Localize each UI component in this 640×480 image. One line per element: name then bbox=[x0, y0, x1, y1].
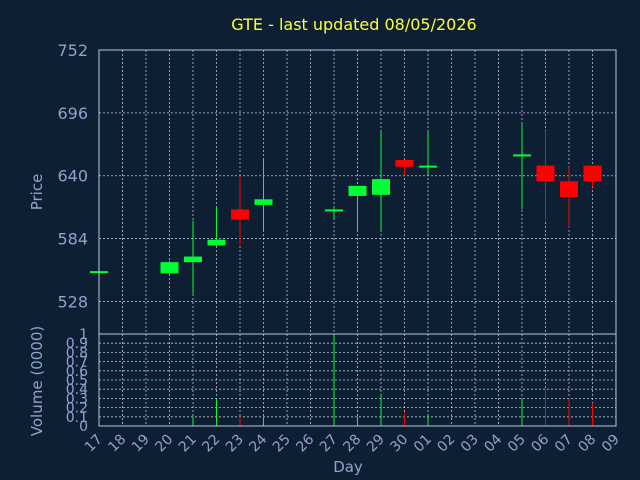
volume-tick-label: 0.3 bbox=[66, 391, 88, 407]
candle-body bbox=[513, 154, 531, 157]
candle-body bbox=[160, 262, 179, 274]
volume-tick-label: 0.7 bbox=[66, 355, 88, 371]
volume-tick-label: 0.4 bbox=[66, 382, 88, 398]
day-tick-label: 24 bbox=[246, 431, 270, 455]
volume-panel-frame bbox=[98, 333, 617, 427]
day-tick-label: 26 bbox=[293, 431, 317, 455]
day-tick-label: 18 bbox=[105, 432, 129, 456]
candlesticks bbox=[90, 124, 602, 294]
day-tick-label: 28 bbox=[340, 432, 364, 456]
volume-tick-label: 0.6 bbox=[66, 364, 88, 380]
day-tick-label: 09 bbox=[599, 432, 623, 456]
day-tick-label: 04 bbox=[481, 431, 505, 455]
price-tick-labels: 528 584 640 696 752 bbox=[57, 41, 88, 311]
day-tick-label: 08 bbox=[575, 432, 599, 456]
day-tick-label: 07 bbox=[552, 432, 576, 456]
day-tick-label: 27 bbox=[317, 432, 341, 456]
day-tick-label: 20 bbox=[152, 432, 176, 456]
volume-tick-label: 0.1 bbox=[66, 410, 88, 426]
day-tick-label: 29 bbox=[364, 432, 388, 456]
candle-body bbox=[536, 165, 555, 182]
day-tick-labels: 17 18 19 20 21 22 23 24 25 26 27 28 29 30 01 02 03 04 05 06… bbox=[82, 431, 623, 455]
volume-tick-label: 0.2 bbox=[66, 401, 88, 417]
volume-axis-label: Volume (0000) bbox=[28, 326, 46, 436]
candle-body bbox=[207, 239, 226, 246]
candle-body bbox=[184, 256, 202, 263]
day-tick-label: 17 bbox=[82, 432, 106, 456]
price-tick-label: 528 bbox=[57, 292, 88, 311]
volume-bars bbox=[192, 334, 593, 426]
day-tick-label: 23 bbox=[223, 432, 247, 456]
day-tick-label: 03 bbox=[458, 432, 482, 456]
volume-tick-label: 1 bbox=[79, 327, 88, 343]
volume-grid bbox=[98, 333, 617, 427]
day-tick-label: 21 bbox=[176, 432, 200, 456]
day-tick-label: 06 bbox=[528, 431, 552, 455]
candle-body bbox=[560, 181, 578, 198]
volume-tick-label: 0 bbox=[79, 419, 88, 435]
day-tick-label: 22 bbox=[199, 432, 223, 456]
candle-body bbox=[395, 160, 414, 167]
candle-body bbox=[325, 209, 343, 212]
volume-tick-label: 0.9 bbox=[66, 336, 88, 352]
volume-tick-label: 0.8 bbox=[66, 345, 88, 361]
price-axis-label: Price bbox=[28, 174, 46, 211]
day-tick-label: 19 bbox=[129, 432, 153, 456]
volume-tick-labels: 00.10.20.30.40.50.60.70.80.91 bbox=[66, 327, 88, 435]
candle-body bbox=[583, 165, 602, 182]
candle-body bbox=[231, 209, 249, 220]
day-tick-label: 05 bbox=[505, 432, 529, 456]
day-tick-label: 02 bbox=[434, 432, 458, 456]
day-tick-label: 25 bbox=[270, 432, 294, 456]
day-tick-label: 30 bbox=[387, 432, 411, 456]
candle-body bbox=[254, 199, 273, 205]
price-tick-label: 640 bbox=[57, 167, 88, 186]
candle-body bbox=[419, 165, 437, 168]
candle-body bbox=[372, 179, 390, 195]
price-tick-label: 696 bbox=[57, 104, 88, 123]
day-tick-label: 01 bbox=[411, 432, 435, 456]
chart-title: GTE - last updated 08/05/2026 bbox=[231, 15, 476, 34]
day-axis-label: Day bbox=[333, 458, 363, 476]
volume-tick-label: 0.5 bbox=[66, 373, 88, 389]
price-tick-label: 752 bbox=[57, 41, 88, 60]
candle-body bbox=[348, 185, 367, 196]
price-tick-label: 584 bbox=[57, 230, 88, 249]
